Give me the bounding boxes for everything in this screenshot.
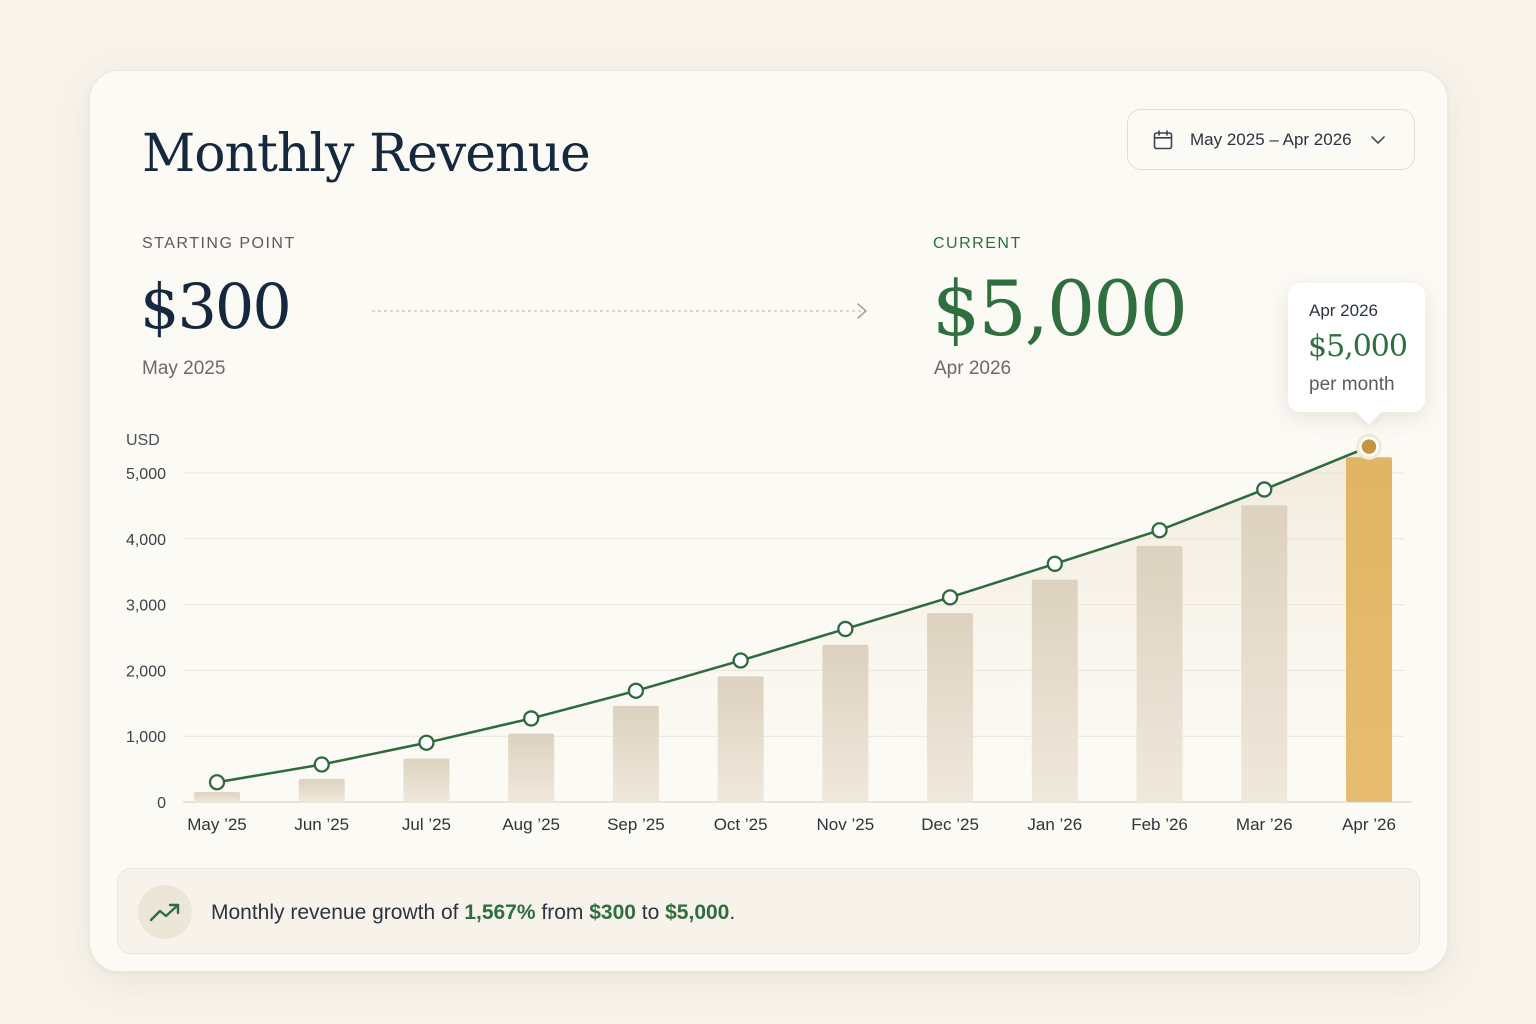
x-tick-label: Nov ’25: [817, 815, 875, 834]
start-value: $300: [140, 270, 292, 343]
x-tick-label: Sep ’25: [607, 815, 665, 834]
series-line: [216, 445, 1370, 784]
y-tick-label: 1,000: [126, 729, 166, 746]
data-point: [1151, 522, 1168, 539]
bar: [1136, 546, 1183, 802]
x-tick-label: Oct ’25: [714, 815, 768, 834]
current-caption: CURRENT: [933, 235, 1022, 252]
data-point: [1256, 481, 1273, 498]
bar: [1241, 505, 1288, 802]
date-range-label: May 2025 – Apr 2026: [1190, 129, 1352, 149]
chart-tooltip: Apr 2026 $5,000 per month: [1288, 283, 1425, 412]
data-point: [1046, 555, 1063, 572]
data-point: [941, 589, 959, 606]
calendar-icon: [1153, 129, 1173, 149]
current-value: $5,000: [932, 264, 1188, 353]
x-tick-label: Mar ’26: [1236, 815, 1293, 834]
tooltip-unit: per month: [1309, 374, 1395, 395]
current-period: Apr 2026: [934, 358, 1012, 379]
revenue-chart: USD 0 1,000 2,000 3,000 4,000 5,000 May ’25 Jun …: [126, 432, 1412, 834]
data-point: [732, 652, 749, 669]
start-caption: STARTING POINT: [142, 235, 296, 252]
summary-prefix: Monthly revenue growth of: [211, 901, 465, 924]
summary-growth: 1,567%: [464, 901, 536, 924]
data-point: [313, 756, 330, 773]
trend-up-icon: [138, 885, 192, 939]
bar-highlight: [1346, 457, 1392, 802]
x-tick-label: Jun ’25: [294, 815, 349, 834]
y-tick-label: 4,000: [126, 532, 166, 549]
x-tick-label: Feb ’26: [1131, 815, 1188, 834]
highlight-point: [1359, 436, 1379, 457]
bar: [194, 792, 240, 802]
bar: [298, 778, 345, 802]
bar: [403, 758, 450, 802]
x-tick-label: May ’25: [187, 815, 247, 834]
data-point: [208, 774, 226, 791]
bar: [612, 705, 659, 802]
summary-suffix: .: [729, 901, 736, 924]
tooltip-value: $5,000: [1308, 329, 1408, 364]
summary-banner: Monthly revenue growth of 1,567% from $3…: [117, 868, 1420, 954]
x-tick-label: Dec ’25: [921, 815, 979, 834]
y-tick-label: 2,000: [126, 663, 166, 680]
bar: [508, 733, 555, 802]
tooltip-date: Apr 2026: [1309, 301, 1378, 320]
summary-from-value: $300: [589, 901, 636, 924]
data-point: [627, 682, 645, 699]
summary-from: from: [535, 901, 590, 924]
bar: [1031, 579, 1078, 802]
summary-text: Monthly revenue growth of 1,567% from $3…: [211, 901, 735, 925]
start-period: May 2025: [142, 358, 226, 379]
y-axis-label: USD: [126, 432, 160, 449]
data-point: [837, 620, 854, 638]
x-tick-label: Jan ’26: [1027, 815, 1082, 834]
x-tick-label: Apr ’26: [1342, 815, 1396, 834]
chevron-down-icon: [1370, 135, 1385, 144]
data-point: [523, 710, 540, 727]
line-area: [217, 446, 1369, 802]
y-tick-label: 3,000: [126, 598, 166, 615]
bar: [717, 676, 764, 802]
bar: [927, 613, 974, 802]
bar: [822, 644, 869, 802]
summary-to: to: [635, 901, 666, 924]
y-tick-label: 0: [157, 795, 166, 812]
data-point: [418, 734, 435, 751]
progress-arrow: [372, 303, 867, 319]
page-title: Monthly Revenue: [142, 124, 591, 184]
x-tick-label: Jul ’25: [402, 815, 451, 834]
date-range-picker[interactable]: May 2025 – Apr 2026: [1127, 109, 1415, 170]
y-tick-label: 5,000: [126, 466, 166, 483]
summary-to-value: $5,000: [665, 901, 730, 924]
x-tick-label: Aug ’25: [502, 815, 560, 834]
